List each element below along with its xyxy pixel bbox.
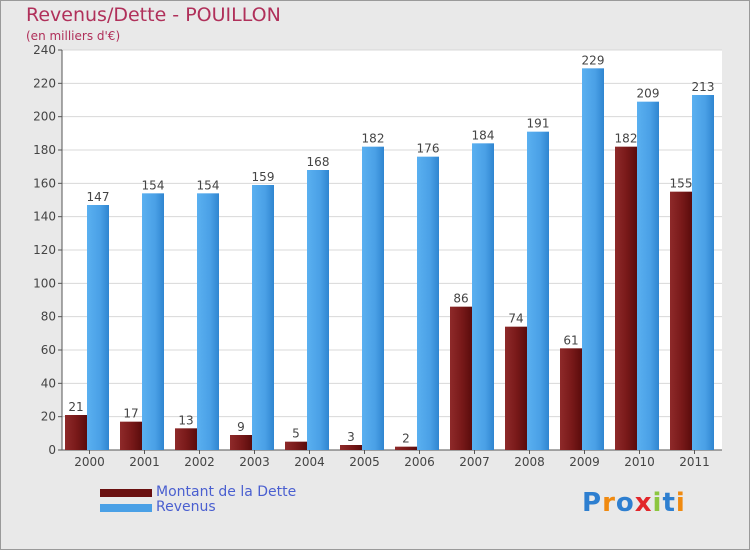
x-tick-label-2007: 2007 <box>459 455 490 469</box>
bar-debt-2008 <box>505 326 527 450</box>
x-tick-label-2000: 2000 <box>74 455 105 469</box>
x-tick-label-2003: 2003 <box>239 455 270 469</box>
y-tick-label: 80 <box>41 310 56 324</box>
label-revenue-2003: 159 <box>252 170 275 184</box>
y-tick-label: 200 <box>33 110 56 124</box>
x-tick-label-2001: 2001 <box>129 455 160 469</box>
bar-debt-2001 <box>120 421 142 450</box>
y-tick-label: 140 <box>33 210 56 224</box>
bar-debt-2007 <box>450 306 472 450</box>
label-debt-2009: 61 <box>563 333 578 347</box>
x-tick-label-2004: 2004 <box>294 455 325 469</box>
bar-revenue-2011 <box>692 95 714 450</box>
bar-revenue-2007 <box>472 143 494 451</box>
bar-revenue-2009 <box>582 68 604 450</box>
bar-debt-2004 <box>285 441 307 450</box>
label-revenue-2008: 191 <box>527 117 550 131</box>
bar-revenue-2004 <box>307 170 329 450</box>
label-revenue-2001: 154 <box>142 178 165 192</box>
label-revenue-2011: 213 <box>692 80 715 94</box>
bar-debt-2000 <box>65 415 87 450</box>
label-revenue-2002: 154 <box>197 178 220 192</box>
label-debt-2003: 9 <box>237 420 245 434</box>
label-debt-2010: 182 <box>615 132 638 146</box>
bar-debt-2010 <box>615 146 637 450</box>
y-tick-label: 180 <box>33 143 56 157</box>
bar-debt-2005 <box>340 445 362 450</box>
label-revenue-2009: 229 <box>582 53 605 67</box>
x-tick-label-2009: 2009 <box>569 455 600 469</box>
legend-swatch-revenue <box>100 504 152 512</box>
y-tick-label: 100 <box>33 276 56 290</box>
bar-revenue-2006 <box>417 156 439 450</box>
legend-label-revenue: Revenus <box>156 499 216 515</box>
bar-revenue-2010 <box>637 101 659 451</box>
bar-debt-2009 <box>560 348 582 450</box>
bar-debt-2011 <box>670 191 692 450</box>
y-tick-label: 220 <box>33 76 56 90</box>
legend-label-debt: Montant de la Dette <box>156 484 297 500</box>
bar-revenue-2001 <box>142 193 164 451</box>
y-tick-label: 20 <box>41 410 56 424</box>
bar-debt-2006 <box>395 446 417 450</box>
chart-title: Revenus/Dette - POUILLON <box>26 4 281 26</box>
label-debt-2001: 17 <box>123 407 138 421</box>
proxiti-logo: Proxiti <box>582 488 686 518</box>
x-tick-label-2002: 2002 <box>184 455 215 469</box>
y-tick-label: 240 <box>33 43 56 57</box>
label-revenue-2010: 209 <box>637 87 660 101</box>
y-tick-label: 120 <box>33 243 56 257</box>
label-debt-2006: 2 <box>402 432 410 446</box>
legend-swatch-debt <box>100 489 152 497</box>
y-tick-label: 0 <box>48 443 56 457</box>
x-tick-label-2011: 2011 <box>679 455 710 469</box>
label-revenue-2007: 184 <box>472 128 495 142</box>
label-debt-2007: 86 <box>453 292 468 306</box>
label-debt-2005: 3 <box>347 430 355 444</box>
x-tick-label-2010: 2010 <box>624 455 655 469</box>
bar-revenue-2008 <box>527 131 549 450</box>
chart-subtitle: (en milliers d'€) <box>26 29 121 43</box>
bar-revenue-2002 <box>197 193 219 451</box>
label-debt-2004: 5 <box>292 427 300 441</box>
y-tick-label: 160 <box>33 176 56 190</box>
y-tick-label: 40 <box>41 376 56 390</box>
label-revenue-2005: 182 <box>362 132 385 146</box>
label-revenue-2000: 147 <box>87 190 110 204</box>
label-debt-2002: 13 <box>178 413 193 427</box>
bar-revenue-2005 <box>362 146 384 450</box>
bar-revenue-2003 <box>252 185 274 450</box>
bar-revenue-2000 <box>87 205 109 450</box>
x-tick-label-2008: 2008 <box>514 455 545 469</box>
label-revenue-2004: 168 <box>307 155 330 169</box>
label-revenue-2006: 176 <box>417 142 440 156</box>
y-tick-label: 60 <box>41 343 56 357</box>
x-tick-label-2005: 2005 <box>349 455 380 469</box>
label-debt-2011: 155 <box>670 177 693 191</box>
label-debt-2000: 21 <box>68 400 83 414</box>
bar-debt-2002 <box>175 428 197 450</box>
bar-debt-2003 <box>230 435 252 450</box>
x-tick-label-2006: 2006 <box>404 455 435 469</box>
label-debt-2008: 74 <box>508 312 523 326</box>
